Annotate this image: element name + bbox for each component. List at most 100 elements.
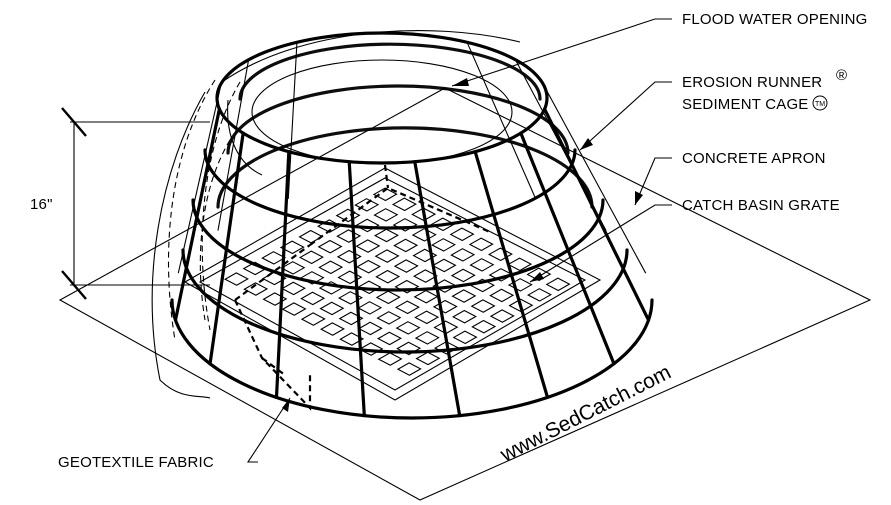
label-erosion-runner: EROSION RUNNER — [682, 74, 822, 91]
grate-slot — [451, 309, 477, 324]
grate-slot — [281, 302, 307, 316]
grate-slot — [356, 280, 382, 295]
grate-slot — [280, 281, 306, 296]
grate-slot — [355, 239, 381, 253]
grate-slot — [373, 208, 399, 222]
cage-rib — [466, 42, 537, 200]
grate-slot — [298, 250, 324, 265]
cage-top-ring — [215, 31, 549, 165]
cage-rib — [542, 82, 647, 274]
grate-slot — [357, 301, 383, 315]
grate-slot — [450, 268, 476, 283]
grate-slot — [414, 331, 440, 345]
grate-slot — [449, 227, 475, 242]
cage-rib — [542, 107, 651, 322]
grate-slot — [299, 271, 325, 285]
grate-slot — [358, 342, 384, 356]
grate-slot — [452, 330, 478, 345]
grate-slot — [469, 258, 495, 272]
label-concrete-apron: CONCRETE APRON — [682, 150, 826, 167]
grate-frame — [183, 167, 602, 401]
cage-ring — [191, 198, 605, 292]
grate-slot — [375, 269, 401, 284]
grate-slot — [415, 351, 441, 366]
grate-slot — [261, 251, 287, 265]
grate-slot — [317, 239, 343, 254]
sediment-cage — [170, 31, 654, 420]
grate-slot — [487, 247, 513, 262]
grate-slot — [433, 341, 459, 355]
grate-slot — [375, 290, 401, 305]
cage-rib — [208, 131, 245, 366]
cage-top-inner-ring — [251, 59, 513, 165]
grate-slot — [377, 352, 403, 366]
grate-slot — [396, 362, 422, 376]
label-sediment-cage: SEDIMENT CAGE — [682, 96, 809, 113]
grate-slot — [411, 228, 437, 242]
grate-slot — [243, 282, 269, 296]
grate-slot — [223, 272, 249, 286]
grate-slot — [354, 198, 380, 212]
trademark-mark: TM — [812, 95, 828, 111]
label-catch-basin-grate: CATCH BASIN GRATE — [682, 197, 840, 214]
height-dimension: 16" — [30, 107, 210, 300]
grate-slot — [412, 269, 438, 283]
grate-slot — [373, 228, 399, 243]
cage-rib — [217, 59, 250, 231]
grate-slot — [470, 299, 496, 313]
cage-rib — [413, 160, 462, 418]
cage-rib — [274, 150, 291, 399]
grate-slot — [395, 321, 421, 335]
cage-rib — [347, 160, 366, 418]
watermark-url: www.SedCatch.com — [496, 361, 675, 467]
grate-slot — [300, 291, 326, 306]
cage-rib — [287, 42, 298, 199]
grate-slot — [394, 279, 420, 294]
grate-slot — [432, 299, 458, 314]
grate-slot — [471, 319, 497, 334]
grate-slot — [374, 249, 400, 263]
grate-slot — [468, 237, 494, 252]
cage-ring — [181, 248, 629, 354]
cage-ring — [170, 298, 654, 420]
grate-slot — [336, 229, 362, 243]
grate-slot — [526, 288, 552, 302]
cage-rib — [519, 131, 616, 366]
grate-slot — [414, 310, 440, 325]
grate-slot — [413, 289, 439, 304]
grate-slot — [545, 277, 571, 292]
grate-slot — [357, 321, 383, 336]
grate-slot — [335, 208, 361, 223]
grate-slot — [394, 300, 420, 315]
grate-slot — [430, 217, 456, 232]
grate-slot — [451, 289, 477, 303]
grate-slot — [431, 258, 457, 273]
grate-slot — [489, 288, 515, 303]
grate-slot — [430, 238, 456, 252]
grate-slot — [354, 218, 380, 233]
cage-rib — [514, 59, 607, 231]
grate-slot — [489, 309, 515, 323]
grate-slot — [298, 229, 324, 244]
grate-slot — [355, 259, 381, 274]
leader-lines — [246, 18, 672, 463]
grate-slot — [376, 311, 402, 325]
height-dimension-label: 16" — [30, 196, 53, 213]
grate-slot — [396, 341, 422, 356]
cage-rib — [473, 150, 550, 399]
trademark-mark-text: TM — [815, 101, 825, 108]
label-geotextile-fabric: GEOTEXTILE FABRIC — [58, 454, 214, 471]
grate-slot — [300, 312, 326, 326]
cage-rib — [177, 83, 222, 274]
grate-slot — [450, 248, 476, 262]
grate-slot — [393, 259, 419, 273]
grate-slot — [376, 331, 402, 346]
grate-slot — [392, 218, 418, 232]
grate-slot — [488, 268, 514, 282]
grate-slot — [319, 301, 345, 316]
grate-inner-frame — [198, 177, 587, 391]
grate-slot — [319, 322, 345, 336]
grate-slot — [280, 261, 306, 275]
callout-labels: FLOOD WATER OPENING EROSION RUNNER ® SED… — [58, 11, 867, 471]
